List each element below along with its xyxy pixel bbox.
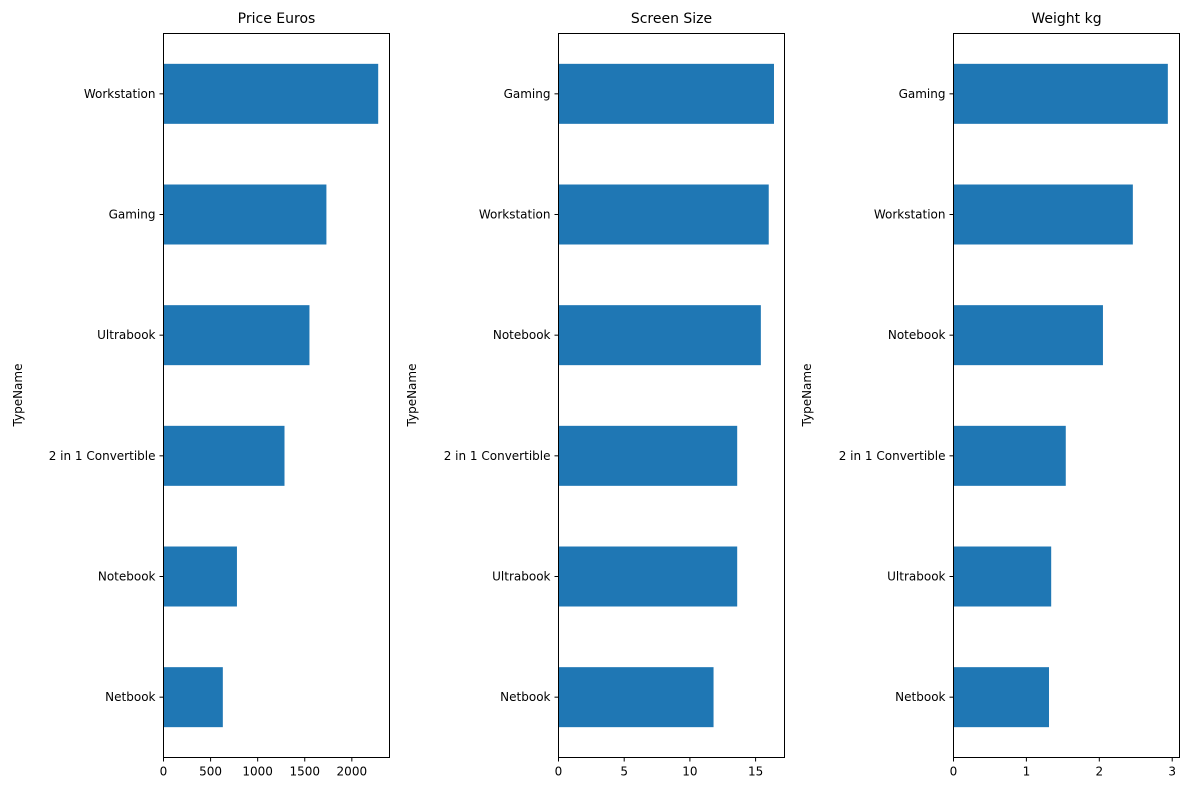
bar [163, 63, 379, 124]
y-tick-label: Ultrabook [887, 570, 945, 584]
x-tick-label: 3 [1168, 765, 1176, 779]
y-tick-label: Workstation [479, 208, 551, 222]
plot-area: Netbook Ultrabook 2 in 1 Convertible Notebo… [444, 63, 774, 779]
bar [558, 546, 738, 607]
y-tick-label: Ultrabook [492, 570, 550, 584]
chart-screen-size: Screen Size TypeName Netbook Ultrabook 2 i… [405, 11, 785, 779]
x-tick-label: 5 [620, 765, 628, 779]
chart-title: Screen Size [631, 11, 712, 27]
bar [163, 184, 327, 245]
x-tick-label: 15 [748, 765, 763, 779]
x-tick-label: 2 [1095, 765, 1103, 779]
x-tick-label: 0 [555, 765, 563, 779]
bar [163, 305, 310, 366]
bar [558, 63, 774, 124]
y-tick-label: Netbook [500, 690, 550, 704]
y-axis-label: TypeName [405, 364, 419, 428]
y-tick-label: Ultrabook [97, 328, 155, 342]
bar [953, 184, 1133, 245]
y-tick-label: Workstation [84, 87, 156, 101]
axes-frame [558, 33, 785, 758]
x-tick-label: 500 [199, 765, 222, 779]
chart-weight: Weight kg TypeName Netbook Ultrabook 2 in … [800, 11, 1180, 779]
chart-price: Price Euros TypeName Netbook Notebook 2 in… [11, 11, 390, 779]
x-tick-label: 0 [950, 765, 958, 779]
y-tick-label: 2 in 1 Convertible [839, 449, 946, 463]
plot-area: Netbook Ultrabook 2 in 1 Convertible Notebo… [839, 63, 1176, 779]
y-axis-label: TypeName [11, 364, 25, 428]
y-tick-label: Gaming [899, 87, 946, 101]
y-tick-label: 2 in 1 Convertible [49, 449, 156, 463]
bar [558, 425, 738, 486]
axes-frame [163, 33, 390, 758]
x-tick-label: 0 [160, 765, 168, 779]
plot-area: Netbook Notebook 2 in 1 Convertible Ultrabo… [49, 63, 379, 779]
y-tick-label: Netbook [895, 690, 945, 704]
x-tick-label: 10 [682, 765, 697, 779]
x-tick-label: 1500 [289, 765, 320, 779]
bar [163, 667, 223, 728]
bar [953, 667, 1050, 728]
y-tick-label: Netbook [105, 690, 155, 704]
bar [953, 305, 1103, 366]
bar [953, 546, 1052, 607]
y-axis-label: TypeName [800, 364, 814, 428]
x-tick-label: 1 [1023, 765, 1031, 779]
bar [558, 667, 714, 728]
bar [163, 546, 237, 607]
x-tick-label: 1000 [242, 765, 273, 779]
x-tick-label: 2000 [337, 765, 368, 779]
y-tick-label: Workstation [874, 208, 946, 222]
y-tick-label: Notebook [98, 570, 156, 584]
y-tick-label: Notebook [493, 328, 551, 342]
chart-title: Weight kg [1031, 11, 1101, 27]
axes-frame [953, 33, 1180, 758]
y-tick-label: Gaming [109, 208, 156, 222]
bar [953, 63, 1168, 124]
bar [558, 305, 761, 366]
bar [953, 425, 1066, 486]
bar [558, 184, 769, 245]
chart-title: Price Euros [238, 11, 316, 27]
y-tick-label: 2 in 1 Convertible [444, 449, 551, 463]
bar [163, 425, 285, 486]
y-tick-label: Gaming [504, 87, 551, 101]
y-tick-label: Notebook [888, 328, 946, 342]
